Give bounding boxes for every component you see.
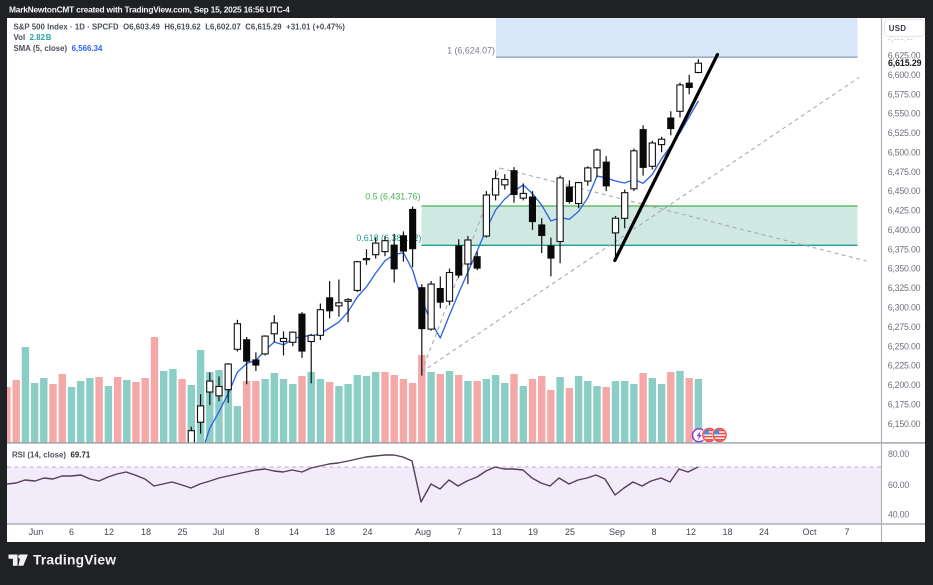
svg-text:25: 25 (177, 527, 187, 537)
svg-text:6,525.00: 6,525.00 (888, 128, 921, 138)
svg-text:80.00: 80.00 (888, 449, 909, 459)
svg-text:Aug: Aug (415, 527, 431, 537)
svg-text:RSI (14, close) 69.71: RSI (14, close) 69.71 (12, 451, 91, 460)
svg-text:6,425.00: 6,425.00 (888, 206, 921, 216)
svg-text:-,---.--: -,---.-- (888, 34, 913, 44)
svg-text:18: 18 (141, 527, 151, 537)
svg-text:6,475.00: 6,475.00 (888, 167, 921, 177)
svg-text:6,175.00: 6,175.00 (888, 399, 921, 409)
svg-text:SMA (5, close) 6,566.34: SMA (5, close) 6,566.34 (14, 44, 104, 53)
svg-text:6,400.00: 6,400.00 (888, 225, 921, 235)
svg-text:6,450.00: 6,450.00 (888, 186, 921, 196)
svg-text:19: 19 (528, 527, 538, 537)
svg-text:6,200.00: 6,200.00 (888, 380, 921, 390)
svg-text:6,375.00: 6,375.00 (888, 244, 921, 254)
svg-text:8: 8 (254, 527, 259, 537)
svg-text:S&P 500 Index · 1D · SPCFD O6: S&P 500 Index · 1D · SPCFD O6,603.49 H6,… (14, 23, 346, 32)
svg-text:18: 18 (325, 527, 335, 537)
svg-text:12: 12 (104, 527, 114, 537)
svg-text:6,625.00: 6,625.00 (888, 51, 921, 61)
svg-text:7: 7 (844, 527, 849, 537)
svg-text:7: 7 (457, 527, 462, 537)
svg-text:6,500.00: 6,500.00 (888, 147, 921, 157)
svg-text:6,225.00: 6,225.00 (888, 361, 921, 371)
svg-text:TradingView: TradingView (33, 553, 116, 568)
svg-text:8: 8 (651, 527, 656, 537)
svg-text:Oct: Oct (802, 527, 817, 537)
svg-text:6,600.00: 6,600.00 (888, 70, 921, 80)
svg-text:6,325.00: 6,325.00 (888, 283, 921, 293)
svg-text:USD: USD (889, 24, 906, 33)
svg-text:0.618 (6,380.22): 0.618 (6,380.22) (356, 233, 421, 243)
svg-text:Vol 2.82 B: Vol 2.82 B (14, 33, 52, 42)
svg-text:6,250.00: 6,250.00 (888, 341, 921, 351)
svg-text:13: 13 (491, 527, 501, 537)
svg-text:Sep: Sep (609, 527, 625, 537)
svg-text:12: 12 (686, 527, 696, 537)
svg-text:24: 24 (362, 527, 372, 537)
svg-text:6,350.00: 6,350.00 (888, 264, 921, 274)
svg-text:0.5 (6,431.76): 0.5 (6,431.76) (365, 192, 420, 202)
svg-text:6,300.00: 6,300.00 (888, 303, 921, 313)
svg-text:1 (6,624.07): 1 (6,624.07) (447, 46, 495, 56)
svg-text:60.00: 60.00 (888, 480, 909, 490)
svg-text:MarkNewtonCMT created with Tra: MarkNewtonCMT created with TradingView.c… (9, 4, 290, 14)
svg-text:18: 18 (722, 527, 732, 537)
svg-text:14: 14 (289, 527, 299, 537)
svg-text:24: 24 (759, 527, 769, 537)
svg-text:6,275.00: 6,275.00 (888, 322, 921, 332)
svg-text:Jun: Jun (29, 527, 44, 537)
svg-text:Jul: Jul (213, 527, 225, 537)
svg-text:6: 6 (69, 527, 74, 537)
svg-text:40.00: 40.00 (888, 510, 909, 520)
svg-text:6,150.00: 6,150.00 (888, 419, 921, 429)
svg-text:6,550.00: 6,550.00 (888, 109, 921, 119)
svg-text:6,575.00: 6,575.00 (888, 89, 921, 99)
svg-text:6,615.29: 6,615.29 (888, 58, 922, 68)
svg-text:25: 25 (565, 527, 575, 537)
